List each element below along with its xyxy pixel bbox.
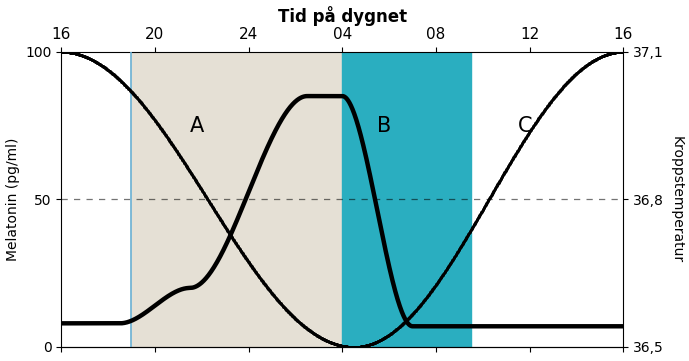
- Text: B: B: [378, 116, 391, 135]
- Bar: [342, 52, 471, 347]
- Y-axis label: Kroppstemperatur: Kroppstemperatur: [670, 136, 683, 263]
- Bar: [132, 52, 342, 347]
- Text: A: A: [190, 116, 205, 135]
- X-axis label: Tid på dygnet: Tid på dygnet: [278, 5, 407, 26]
- Y-axis label: Melatonin (pg/ml): Melatonin (pg/ml): [6, 138, 19, 261]
- Text: C: C: [518, 116, 533, 135]
